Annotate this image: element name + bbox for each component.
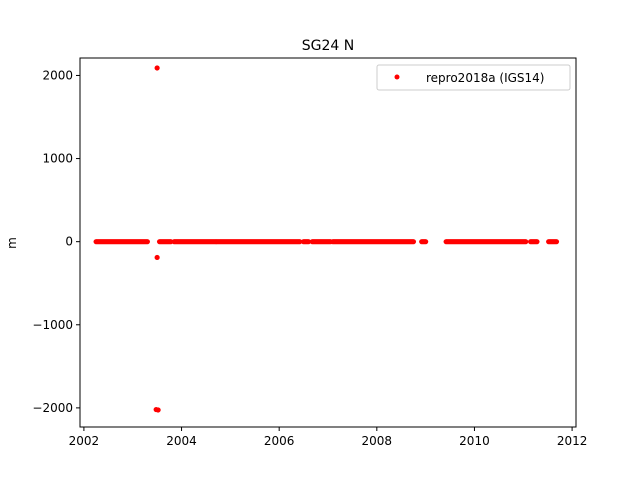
y-tick-label: −1000 bbox=[32, 318, 73, 332]
data-point bbox=[154, 65, 160, 71]
plot-area-frame bbox=[79, 57, 577, 428]
y-tick-label: −2000 bbox=[32, 401, 73, 415]
y-tick-label: 0 bbox=[65, 235, 73, 249]
data-point bbox=[154, 254, 160, 261]
legend-marker bbox=[394, 74, 400, 80]
x-tick-label: 2010 bbox=[459, 434, 490, 448]
legend-label: repro2018a (IGS14) bbox=[426, 71, 544, 85]
x-tick-label: 2008 bbox=[362, 434, 393, 448]
x-tick-label: 2006 bbox=[264, 434, 295, 448]
x-tick-label: 2004 bbox=[166, 434, 197, 448]
y-tick-label: 1000 bbox=[42, 152, 73, 166]
chart-title: SG24 N bbox=[302, 38, 354, 54]
y-tick-label: 2000 bbox=[42, 68, 73, 82]
x-tick-label: 2002 bbox=[69, 434, 100, 448]
y-axis-label: m bbox=[5, 237, 19, 249]
scatter-points bbox=[93, 65, 560, 413]
y-axis: 2000 1000 0 −1000 −2000 bbox=[32, 68, 80, 415]
legend-box bbox=[376, 64, 571, 91]
data-point bbox=[155, 407, 161, 413]
x-axis: 2002 2004 2006 2008 2010 2012 bbox=[69, 427, 588, 448]
x-tick-label: 2012 bbox=[557, 434, 588, 448]
legend: repro2018a (IGS14) bbox=[376, 64, 571, 91]
